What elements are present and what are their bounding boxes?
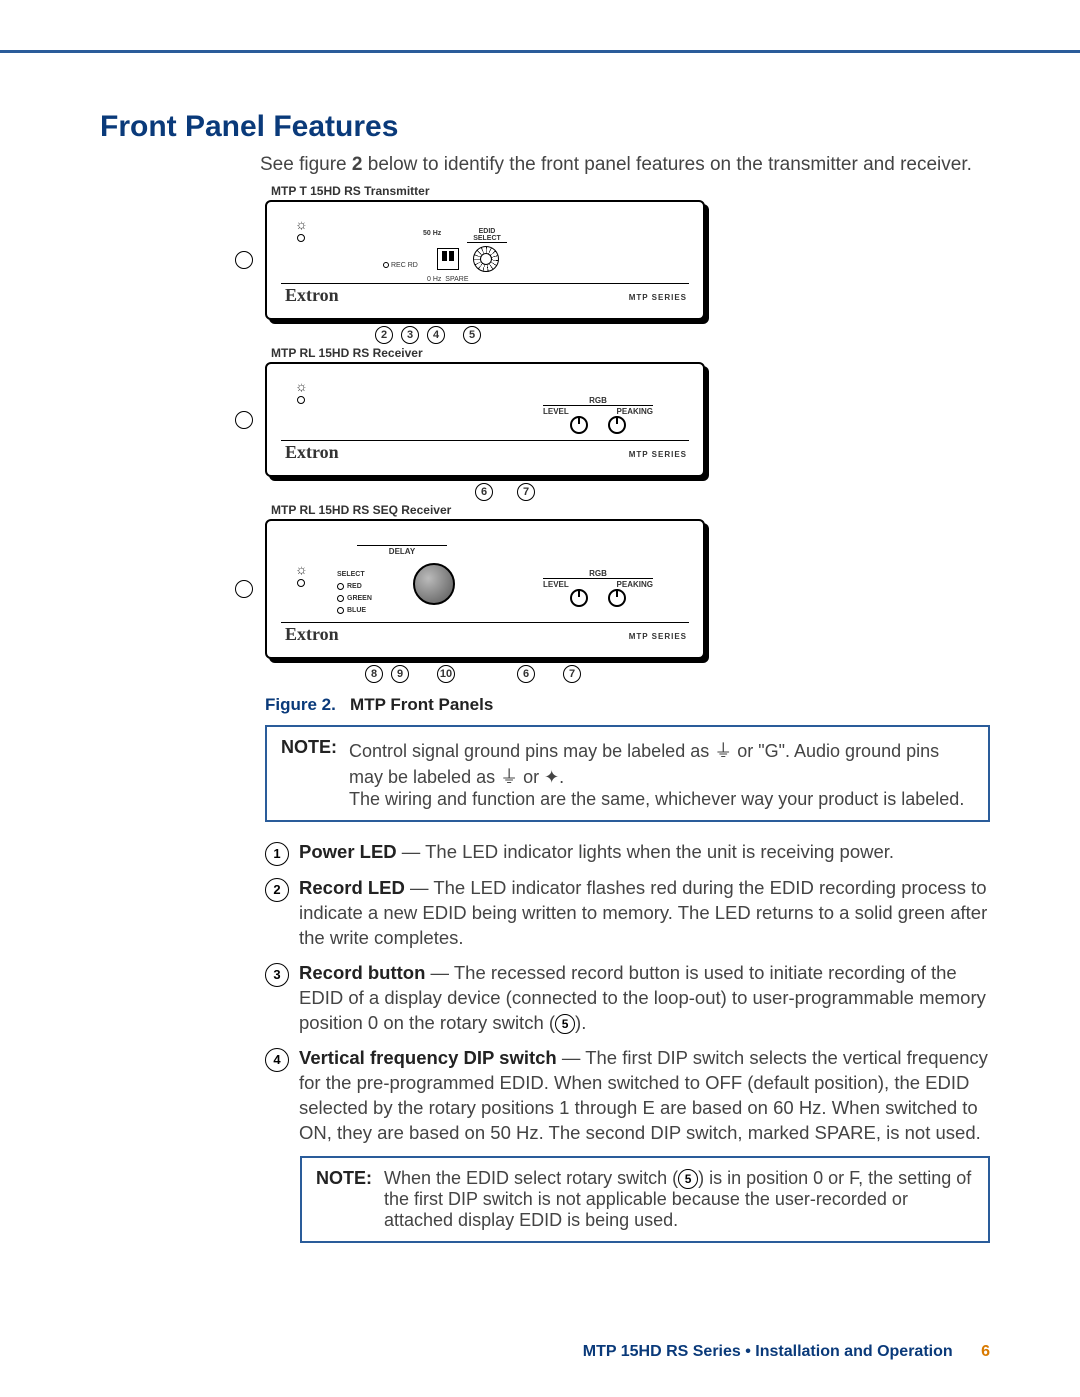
feature-num: 2 (265, 878, 289, 902)
note-box-1: NOTE: Control signal ground pins may be … (265, 725, 990, 822)
feature-title: Record LED (299, 877, 405, 898)
callout-4: 4 (427, 326, 445, 344)
intro-text: See figure 2 below to identify the front… (260, 154, 990, 176)
note-label: NOTE: (281, 737, 337, 810)
feature-num: 4 (265, 1048, 289, 1072)
tx-panel-label: MTP T 15HD RS Transmitter (271, 184, 705, 198)
series-seq: MTP SERIES (629, 632, 687, 641)
rx-panel: ☼ Extron MTP SERIES RGB LEVELPEAKING (265, 362, 705, 477)
callout-9: 9 (391, 665, 409, 683)
feature-text: — The LED indicator lights when the unit… (397, 841, 894, 862)
feature-4: 4 Vertical frequency DIP switch — The fi… (265, 1046, 990, 1146)
feature-title: Vertical frequency DIP switch (299, 1047, 557, 1068)
rotary-switch-icon (473, 246, 499, 272)
level-knob-icon (570, 589, 588, 607)
rx-callouts: 6 7 (265, 483, 705, 501)
feature-list: 1 Power LED — The LED indicator lights w… (265, 840, 990, 1146)
brand-seq: Extron (285, 624, 339, 645)
peaking-knob-icon (608, 416, 626, 434)
callout-7: 7 (517, 483, 535, 501)
power-led-icon: ☼ (295, 216, 308, 242)
callout-1-tx (235, 251, 253, 269)
figure-caption: Figure 2. MTP Front Panels (265, 695, 990, 715)
top-rule (0, 50, 1080, 53)
brand-rx: Extron (285, 442, 339, 463)
figure-caption-text: MTP Front Panels (350, 695, 493, 714)
feature-2: 2 Record LED — The LED indicator flashes… (265, 876, 990, 951)
feature-num: 3 (265, 963, 289, 987)
feature-text2: ). (575, 1012, 586, 1033)
page-number: 6 (981, 1343, 990, 1360)
feature-title: Record button (299, 962, 425, 983)
power-led-icon: ☼ (295, 378, 308, 404)
color-select: SELECT RED GREEN BLUE (337, 569, 372, 617)
inline-ref-5: 5 (555, 1014, 575, 1034)
callout-10: 10 (437, 665, 455, 683)
inline-ref-5b: 5 (678, 1169, 698, 1189)
section-title: Front Panel Features (100, 110, 990, 144)
brand-tx: Extron (285, 285, 339, 306)
rx-panel-label: MTP RL 15HD RS Receiver (271, 346, 705, 360)
callout-7b: 7 (563, 665, 581, 683)
callout-8: 8 (365, 665, 383, 683)
spare-label: 0 Hz SPARE (427, 276, 469, 283)
callout-2: 2 (375, 326, 393, 344)
callout-5: 5 (463, 326, 481, 344)
note-box-2: NOTE: When the EDID select rotary switch… (300, 1156, 990, 1243)
seq-panel: ☼ Extron MTP SERIES DELAY SELECT RED GRE… (265, 519, 705, 659)
page-footer: MTP 15HD RS Series • Installation and Op… (583, 1343, 990, 1361)
callout-6b: 6 (517, 665, 535, 683)
figure-2: MTP T 15HD RS Transmitter ☼ Extron MTP S… (265, 184, 705, 683)
series-rx: MTP SERIES (629, 450, 687, 459)
tx-panel: ☼ Extron MTP SERIES 50 Hz EDID SELECT RE… (265, 200, 705, 320)
rgb-controls-seq: RGB LEVELPEAKING (543, 569, 653, 612)
callout-6: 6 (475, 483, 493, 501)
hz-label: 50 Hz (423, 230, 441, 237)
callout-3: 3 (401, 326, 419, 344)
intro-suffix: below to identify the front panel featur… (362, 154, 971, 175)
intro-fig-num: 2 (352, 154, 363, 175)
power-led-icon: ☼ (295, 561, 308, 587)
peaking-knob-icon (608, 589, 626, 607)
callout-1-rx (235, 411, 253, 429)
note-text: Control signal ground pins may be labele… (349, 737, 974, 810)
intro-prefix: See figure (260, 154, 352, 175)
edid-label: EDID SELECT (467, 228, 507, 243)
callout-1-seq (235, 580, 253, 598)
delay-label: DELAY (357, 545, 447, 556)
series-tx: MTP SERIES (629, 293, 687, 302)
feature-title: Power LED (299, 841, 397, 862)
level-knob-icon (570, 416, 588, 434)
delay-knob-icon (413, 563, 455, 605)
note-label: NOTE: (316, 1168, 372, 1231)
dip-switch-icon (437, 248, 459, 270)
seq-callouts: 8 9 10 6 7 (265, 665, 705, 683)
page-content: Front Panel Features See figure 2 below … (100, 110, 990, 1243)
footer-text: MTP 15HD RS Series • Installation and Op… (583, 1343, 953, 1360)
tx-callouts: 2 3 4 5 (265, 326, 705, 344)
feature-num: 1 (265, 842, 289, 866)
rgb-controls: RGB LEVELPEAKING (543, 396, 653, 439)
feature-3: 3 Record button — The recessed record bu… (265, 961, 990, 1036)
seq-panel-label: MTP RL 15HD RS SEQ Receiver (271, 503, 705, 517)
figure-label: Figure 2. (265, 695, 336, 714)
record-led: REC RD (383, 262, 418, 269)
feature-1: 1 Power LED — The LED indicator lights w… (265, 840, 990, 866)
note-text: When the EDID select rotary switch (5) i… (384, 1168, 974, 1231)
